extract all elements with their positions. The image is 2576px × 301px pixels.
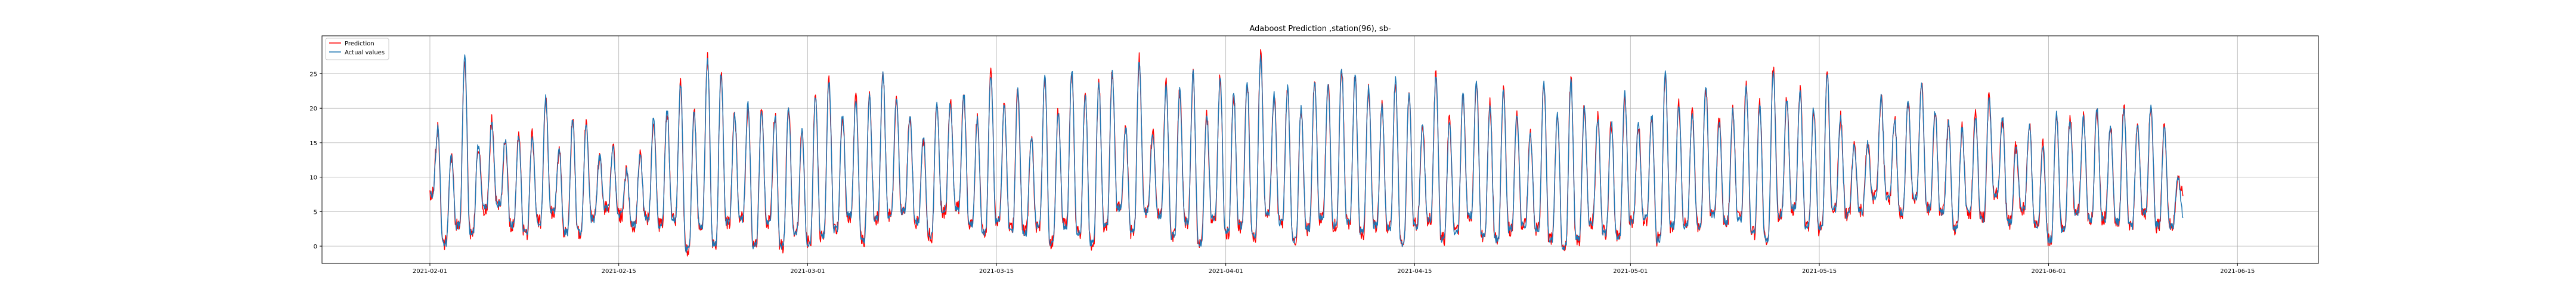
y-tick-label: 15 [309, 140, 317, 147]
y-tick-label: 10 [309, 175, 317, 182]
x-tick-label: 2021-04-01 [1209, 268, 1243, 275]
chart-title: Adaboost Prediction ,station(96), sb- [1249, 24, 1391, 33]
x-tick-label: 2021-03-15 [979, 268, 1014, 275]
axis-ticks: 0 5 10 15 20 25 2021-02-01 2021-02-15 2021-03-01… [309, 72, 2255, 275]
y-tick-label: 20 [309, 106, 317, 112]
y-tick-label: 0 [314, 244, 317, 250]
x-tick-label: 2021-06-15 [2220, 268, 2255, 275]
y-tick-label: 5 [314, 209, 317, 216]
legend: Prediction Actual values [325, 38, 389, 60]
x-tick-label: 2021-06-01 [2032, 268, 2066, 275]
plot-frame [321, 35, 2319, 264]
x-tick-label: 2021-04-15 [1397, 268, 1432, 275]
y-tick-label: 25 [309, 72, 317, 78]
x-tick-label: 2021-02-15 [602, 268, 636, 275]
actual-values-series-line [429, 54, 2184, 253]
series-lines [429, 49, 2184, 257]
x-tick-label: 2021-02-01 [413, 268, 447, 275]
legend-label: Actual values [345, 50, 385, 56]
x-tick-label: 2021-05-15 [1802, 268, 1837, 275]
x-tick-label: 2021-03-01 [790, 268, 825, 275]
legend-box [325, 38, 389, 60]
x-tick-label: 2021-05-01 [1613, 268, 1648, 275]
legend-label: Prediction [345, 41, 374, 47]
